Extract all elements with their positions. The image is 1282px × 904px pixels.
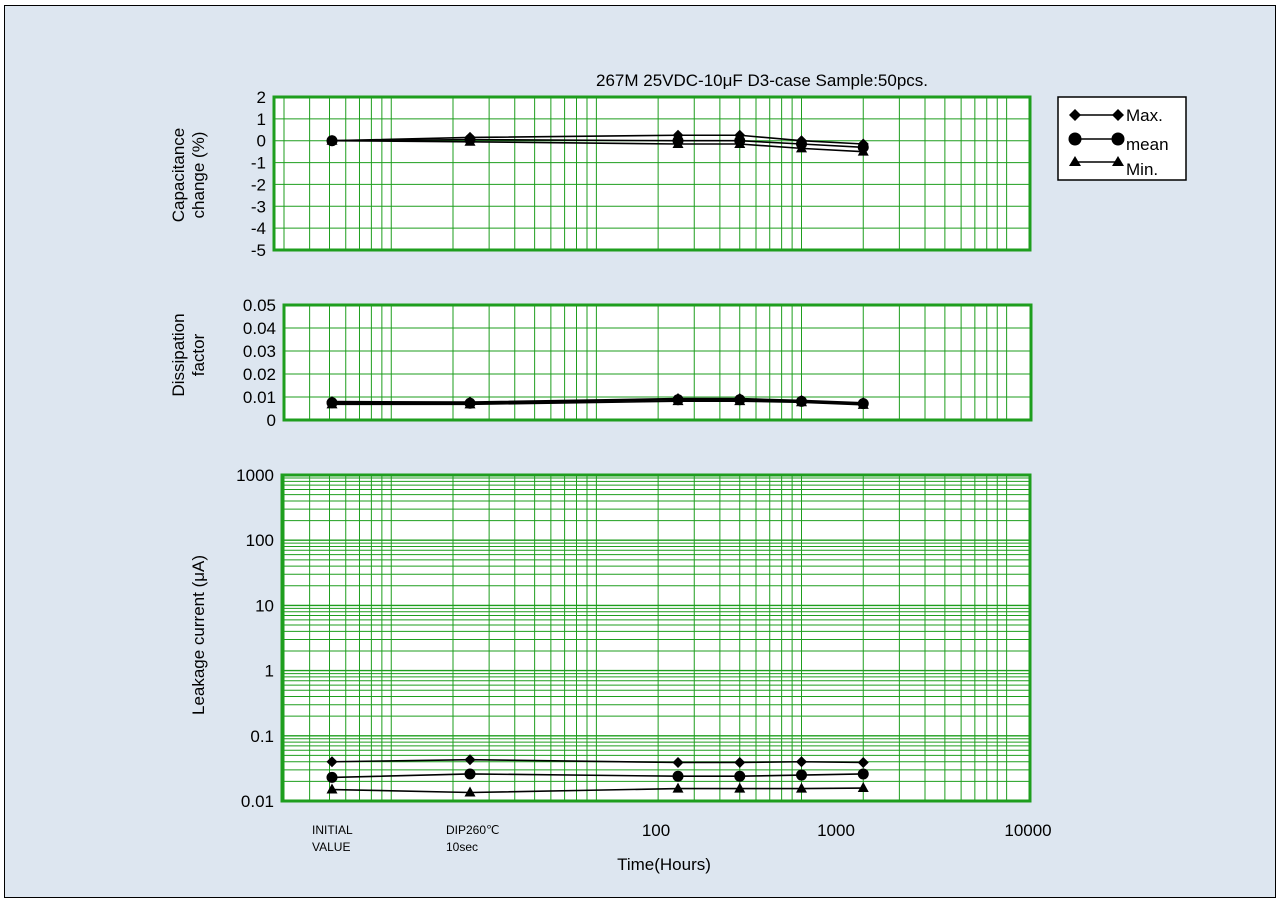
x-tick-dip-line2: 10sec — [446, 840, 478, 854]
y-tick-label: 0.04 — [243, 319, 276, 338]
y-tick-label: -3 — [251, 197, 266, 216]
leakage-panel: 1000 100 10 1 0.1 0.01 — [236, 466, 1032, 811]
x-tick-initial-line2: VALUE — [312, 840, 350, 854]
series-line-circle — [331, 138, 864, 149]
data-point-circle — [464, 768, 476, 780]
data-point-triangle — [796, 142, 808, 153]
series-line-triangle — [332, 400, 864, 406]
data-point-triangle — [326, 783, 338, 794]
data-point-triangle — [857, 145, 869, 156]
legend-mean-circle-icon-2 — [1111, 132, 1125, 146]
data-point-triangle — [326, 398, 338, 409]
y-tick-label: 1 — [265, 662, 274, 681]
data-point-diamond — [796, 756, 808, 768]
data-point-circle — [672, 770, 684, 782]
data-point-diamond — [464, 754, 476, 766]
dissipation-ylabel-line1: Dissipation — [169, 313, 188, 396]
data-point-triangle — [734, 395, 746, 406]
data-point-triangle — [857, 782, 869, 793]
legend-min-label: Min. — [1126, 160, 1158, 179]
legend: Max. mean Min. — [1057, 96, 1187, 181]
data-point-circle — [796, 769, 808, 781]
y-tick-label: 0 — [257, 132, 266, 151]
dissipation-panel: 0.05 0.04 0.03 0.02 0.01 0 — [243, 296, 1033, 430]
y-tick-label: 0.03 — [243, 342, 276, 361]
series-line-triangle — [331, 139, 864, 153]
x-tick-initial-line1: INITIAL — [312, 823, 353, 837]
series-line-circle — [331, 398, 864, 405]
data-point-diamond — [672, 756, 684, 768]
data-point-diamond — [734, 756, 746, 768]
data-point-triangle — [326, 134, 338, 145]
series-line-circle — [331, 773, 864, 779]
data-point-triangle — [734, 782, 746, 793]
legend-min-triangle-icon-2 — [1112, 156, 1124, 166]
data-point-diamond — [857, 756, 869, 768]
x-tick-1000: 1000 — [817, 821, 855, 840]
x-tick-10000: 10000 — [1004, 821, 1051, 840]
data-point-circle — [857, 768, 869, 780]
y-tick-label: -4 — [251, 219, 266, 238]
y-tick-label: 100 — [246, 531, 274, 550]
capacitance-ylabel-line2: change (%) — [189, 132, 208, 219]
data-point-triangle — [857, 398, 869, 409]
data-point-triangle — [672, 395, 684, 406]
legend-max-diamond-icon-2 — [1112, 109, 1124, 121]
legend-min-triangle-icon — [1069, 156, 1081, 166]
data-point-diamond — [326, 756, 338, 768]
x-tick-dip-line1: DIP260℃ — [446, 823, 500, 837]
capacitance-panel: 2 1 0 -1 -2 -3 -4 -5 — [251, 88, 1032, 260]
y-tick-label: 2 — [257, 88, 266, 107]
y-tick-label: 0.01 — [243, 388, 276, 407]
series-line-diamond — [331, 758, 864, 764]
leakage-ylabel: Leakage current (μA) — [189, 555, 208, 715]
y-tick-label: 0.02 — [243, 365, 276, 384]
y-tick-label: -2 — [251, 175, 266, 194]
chart-title: 267M 25VDC-10μF D3-case Sample:50pcs. — [596, 71, 928, 90]
x-tick-100: 100 — [642, 821, 670, 840]
data-point-circle — [326, 771, 338, 783]
x-axis-label: Time(Hours) — [617, 855, 711, 874]
data-point-triangle — [796, 396, 808, 407]
data-point-triangle — [464, 398, 476, 409]
data-point-triangle — [796, 782, 808, 793]
y-tick-label: 10 — [255, 596, 274, 615]
data-point-triangle — [464, 135, 476, 146]
y-tick-label: 1000 — [236, 466, 274, 485]
series-line-diamond — [331, 134, 864, 145]
legend-mean-circle-icon — [1068, 132, 1082, 146]
data-point-triangle — [672, 137, 684, 148]
y-tick-label: -5 — [251, 241, 266, 260]
legend-max-label: Max. — [1126, 106, 1163, 125]
series-line-triangle — [331, 787, 864, 794]
data-point-triangle — [734, 137, 746, 148]
capacitance-ylabel-line1: Capacitance — [169, 128, 188, 223]
data-point-triangle — [672, 782, 684, 793]
y-tick-label: 0 — [267, 411, 276, 430]
y-tick-label: 0.1 — [250, 727, 274, 746]
y-tick-label: 0.01 — [241, 792, 274, 811]
dissipation-ylabel-line2: factor — [189, 333, 208, 376]
data-point-triangle — [464, 786, 476, 797]
series-line-diamond — [331, 397, 864, 404]
legend-mean-label: mean — [1126, 135, 1169, 154]
data-point-circle — [734, 770, 746, 782]
y-tick-label: 1 — [257, 110, 266, 129]
y-tick-label: -1 — [251, 154, 266, 173]
y-tick-label: 0.05 — [243, 296, 276, 315]
legend-max-diamond-icon — [1069, 109, 1081, 121]
